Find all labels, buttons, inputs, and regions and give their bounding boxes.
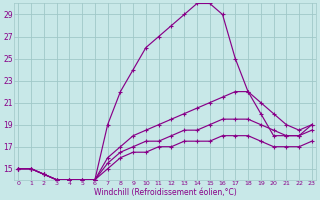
X-axis label: Windchill (Refroidissement éolien,°C): Windchill (Refroidissement éolien,°C) [94,188,236,197]
